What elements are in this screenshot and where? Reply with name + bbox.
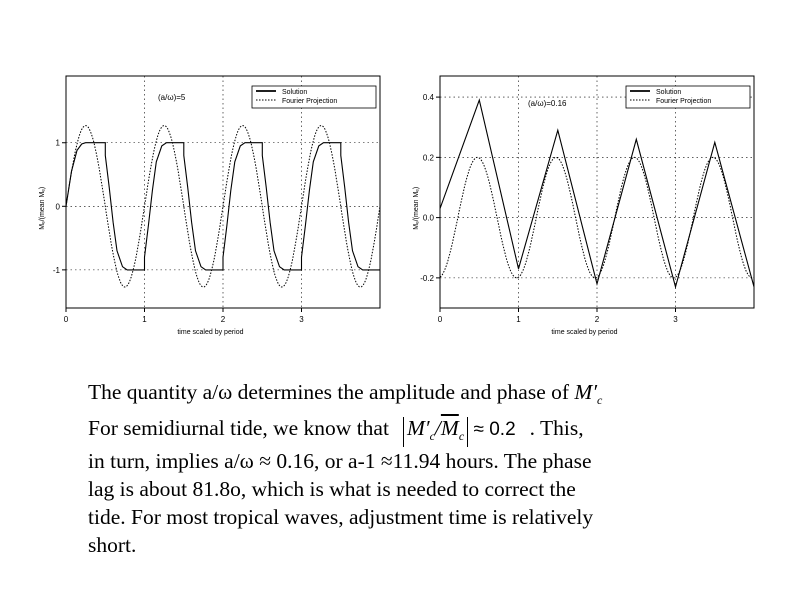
chart1-annotation: (a/ω)=5 xyxy=(158,93,186,102)
chart2-legend-label-1: Solution xyxy=(656,89,681,96)
chart2-series-2-line xyxy=(440,156,754,279)
math-ratio-slash: / xyxy=(434,416,441,440)
math-ratio-num: M′ xyxy=(406,416,430,440)
chart2-legend-box xyxy=(625,85,751,109)
chart2-xtick-label-1: 1 xyxy=(516,315,521,324)
math-ratio-abs: M′c/Mc xyxy=(402,416,469,447)
chart1-ytick-label-2: -1 xyxy=(53,266,61,275)
chart1-xtick-label-2: 2 xyxy=(221,315,226,324)
chart1-plot-frame xyxy=(65,75,381,309)
caption-line-2: For semidiurnal tide, we know that M′c/Mc… xyxy=(88,414,778,447)
caption-line-2-text: For semidiurnal tide, we know that xyxy=(88,416,389,440)
caption-line-4: lag is about 81.8o, which is what is nee… xyxy=(88,477,576,501)
math-sub-c: c xyxy=(597,393,603,407)
chart1-ytick-label-1: 0 xyxy=(56,202,61,211)
charts-area: 0 1 2 3 1 0 -1 time scaled by period Mₑ/(mean Mₑ… xyxy=(39,75,755,336)
chart1-legend-label-2: Fourier Projection xyxy=(282,98,337,105)
chart2-xtick-label-2: 2 xyxy=(595,315,600,324)
chart2-xtick-label-0: 0 xyxy=(438,315,443,324)
math-m-prime-c: M′c xyxy=(574,380,603,407)
charts-svg: 0 1 2 3 1 0 -1 time scaled by period Mₑ/(mean Mₑ… xyxy=(39,75,755,336)
math-m-prime: M′ xyxy=(574,380,598,404)
caption-line-1-text: The quantity a/ω determines the amplitud… xyxy=(88,380,575,404)
chart2-ytick-label-3: -0.2 xyxy=(420,274,434,283)
caption-line-6: short. xyxy=(88,533,137,557)
caption-text: The quantity a/ω determines the amplitud… xyxy=(88,378,778,559)
chart1-legend-label-1: Solution xyxy=(282,89,307,96)
chart2-ytick-label-0: 0.4 xyxy=(423,93,435,102)
chart2-ytick-label-2: 0.0 xyxy=(423,214,435,223)
chart1-xtick-label-3: 3 xyxy=(299,315,304,324)
chart1-yaxis-title: Mₑ/(mean Mₑ) xyxy=(39,187,46,230)
chart2-legend-label-2: Fourier Projection xyxy=(656,98,711,105)
math-ratio-rhs: ≈ 0.2 xyxy=(473,419,516,440)
chart2-plot-frame xyxy=(439,75,755,309)
chart1-xtick-label-0: 0 xyxy=(64,315,69,324)
math-ratio-den: M xyxy=(440,416,459,440)
caption-line-5: tide. For most tropical waves, adjustmen… xyxy=(88,505,594,529)
math-ratio-den-sub: c xyxy=(458,429,465,443)
chart1-legend-box xyxy=(251,85,377,109)
chart2-xtick-label-3: 3 xyxy=(673,315,678,324)
chart2-xaxis-title: time scaled by period xyxy=(551,329,617,336)
caption-line-2-end: . This, xyxy=(529,416,584,440)
chart1-series-1-line xyxy=(66,142,380,271)
caption-line-3: in turn, implies a/ω ≈ 0.16, or a-1 ≈11.… xyxy=(88,449,592,473)
math-ratio-num-sub: c xyxy=(429,429,435,443)
chart1-ytick-label-0: 1 xyxy=(56,139,61,148)
chart1-xtick-label-1: 1 xyxy=(142,315,147,324)
chart2-annotation: (a/ω)=0.16 xyxy=(528,99,567,108)
chart2-series-1-line xyxy=(440,98,754,290)
chart2-yaxis-title: Mₑ/(mean Mₑ) xyxy=(413,187,420,230)
chart1-xaxis-title: time scaled by period xyxy=(177,329,243,336)
caption-line-1: The quantity a/ω determines the amplitud… xyxy=(88,378,778,414)
chart2-ytick-label-1: 0.2 xyxy=(423,153,435,162)
